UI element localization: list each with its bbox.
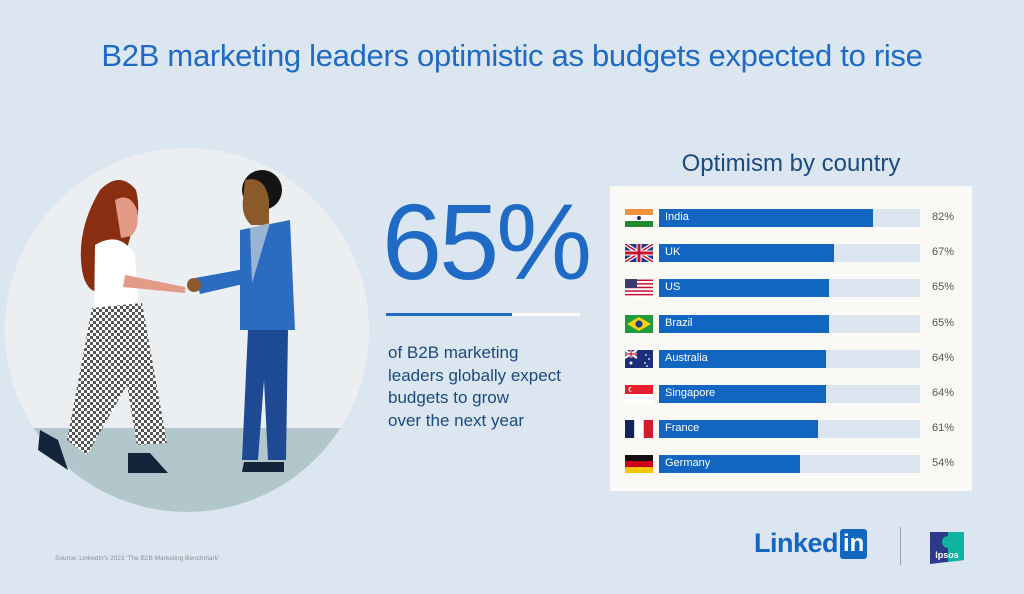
linkedin-logo-text: Linked [754, 528, 839, 558]
bar-track: Germany [659, 455, 920, 474]
india-flag-icon [625, 209, 653, 227]
value-label: 64% [932, 387, 955, 399]
linkedin-logo-box: in [840, 528, 868, 559]
logo-divider [900, 527, 901, 565]
headline-stat: 65% [382, 181, 592, 302]
handshake-illustration [5, 148, 369, 512]
bar-track: Australia [659, 349, 920, 368]
bar-label: UK [665, 246, 681, 259]
description-line: of B2B marketing [388, 343, 519, 362]
stat-progress-fill [386, 313, 513, 316]
bar-us [659, 279, 829, 298]
us-flag-icon [625, 279, 653, 298]
description-line: leaders globally expect [388, 365, 561, 385]
uk-flag-icon [625, 244, 653, 263]
linkedin-logo: Linked in [754, 528, 868, 559]
chart-title: Optimism by country [681, 150, 901, 177]
ipsos-logo: Ipsos [930, 532, 964, 564]
bar-label: France [665, 422, 700, 435]
chart-row-india: India 82% [610, 208, 972, 228]
bar-uk [659, 244, 834, 263]
value-label: 64% [932, 351, 955, 364]
bar-india [659, 209, 874, 227]
chart-row-uk: UK 67% [610, 243, 972, 263]
chart-row-france: France 61% [610, 419, 972, 439]
bar-label: Germany [665, 457, 711, 470]
bar-track: UK [659, 244, 920, 263]
stat-progress-bar [386, 313, 580, 316]
value-label: 67% [932, 246, 955, 259]
bar-label: Singapore [665, 387, 716, 399]
value-label: 82% [932, 211, 955, 223]
bar-australia [659, 349, 827, 368]
bar-track: India [659, 209, 920, 227]
germany-flag-icon [625, 455, 653, 474]
bar-label: Australia [665, 351, 708, 364]
woman-figure [38, 180, 185, 473]
source-note: Source: LinkedIn's 2023 'The B2B Marketi… [55, 555, 220, 562]
bar-track: France [659, 420, 920, 439]
bar-label: India [665, 211, 689, 223]
value-label: 65% [932, 316, 955, 329]
bar-singapore [659, 385, 827, 403]
bar-track: US [659, 279, 920, 298]
france-flag-icon [625, 420, 653, 439]
chart-row-brazil: Brazil 65% [610, 314, 972, 334]
chart-row-australia: Australia 64% [610, 349, 972, 369]
singapore-flag-icon [625, 385, 653, 403]
australia-flag-icon [625, 349, 653, 368]
value-label: 54% [932, 457, 955, 470]
bar-france [659, 420, 819, 439]
page-title: B2B marketing leaders optimistic as budg… [101, 38, 923, 73]
bar-germany [659, 455, 800, 474]
chart-panel: India 82% UK 67% US 65% Brazil 65% Australia 64% S… [610, 186, 972, 491]
chart-row-us: US 65% [610, 278, 972, 298]
bar-brazil [659, 314, 829, 333]
description-line: over the next year [388, 410, 525, 430]
man-figure [187, 170, 295, 472]
chart-row-germany: Germany 54% [610, 454, 972, 474]
stat-description: of B2B marketing leaders globally expect… [388, 342, 598, 432]
brazil-flag-icon [625, 314, 653, 333]
bar-label: Brazil [665, 316, 693, 329]
value-label: 61% [932, 422, 955, 435]
ipsos-logo-text: Ipsos [935, 550, 959, 560]
chart-row-singapore: Singapore 64% [610, 384, 972, 404]
bar-track: Singapore [659, 385, 920, 403]
value-label: 65% [932, 281, 955, 294]
description-line: budgets to grow [388, 388, 509, 407]
bar-track: Brazil [659, 314, 920, 333]
bar-label: US [665, 281, 681, 294]
